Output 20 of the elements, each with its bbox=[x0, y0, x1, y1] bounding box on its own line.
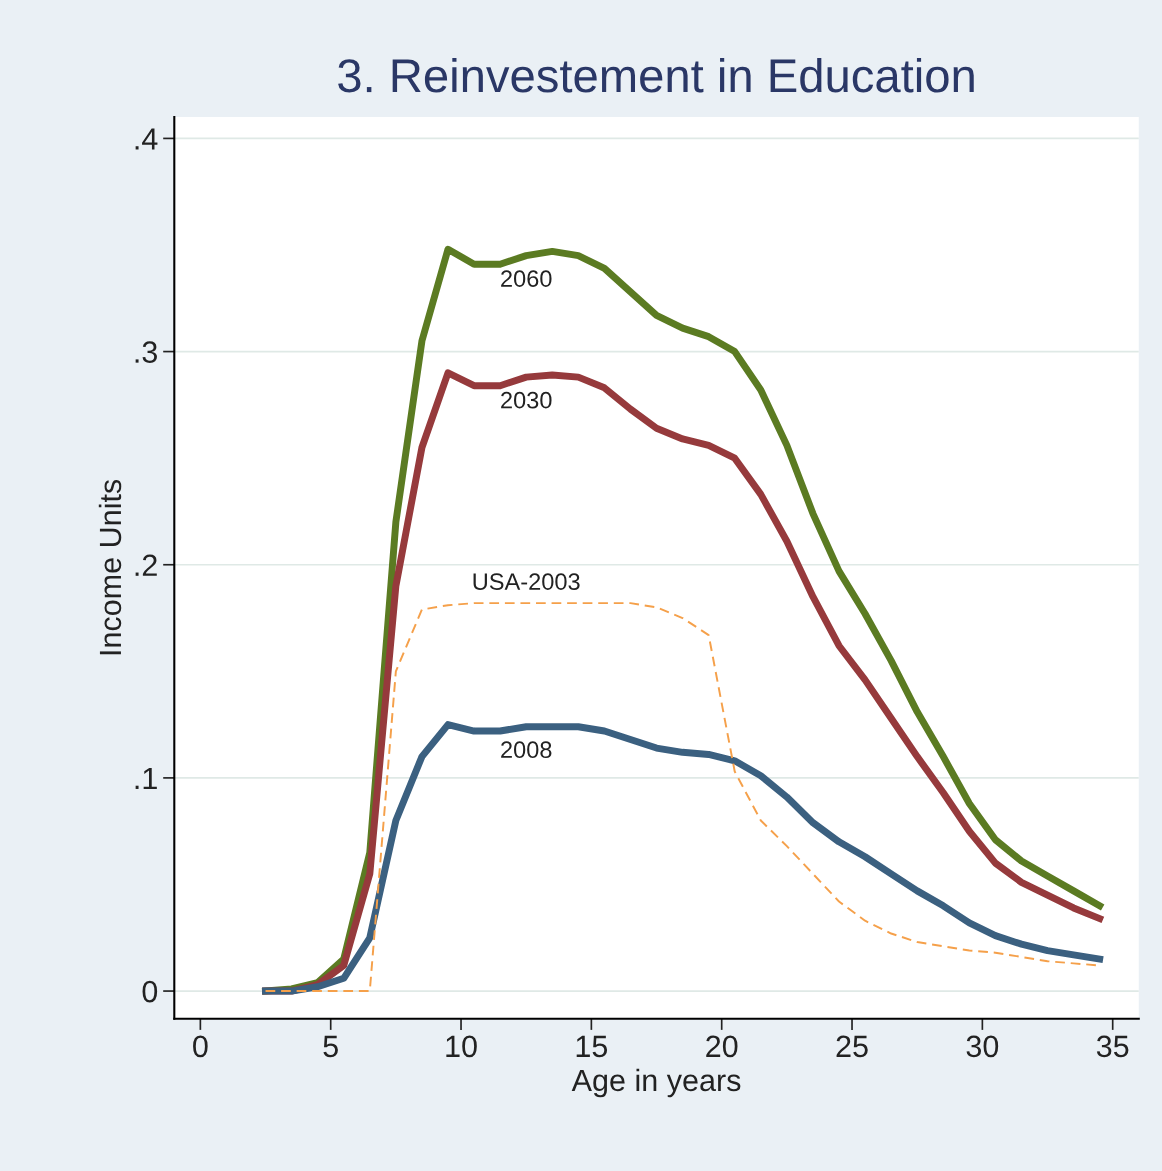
x-tick-label: 10 bbox=[446, 1035, 477, 1058]
x-tick-label: 35 bbox=[1096, 1035, 1129, 1058]
x-tick-label: 0 bbox=[193, 1035, 208, 1058]
x-tick-label: 25 bbox=[836, 1035, 868, 1058]
series-label: 2030 bbox=[501, 391, 552, 409]
y-tick-label: .1 bbox=[135, 767, 157, 789]
series-label: USA-2003 bbox=[473, 573, 580, 590]
x-tick-label: 15 bbox=[576, 1035, 608, 1058]
y-tick-label: .2 bbox=[135, 554, 157, 576]
chart-title: 3. Reinvestement in Education bbox=[338, 57, 974, 93]
series-label: 2008 bbox=[501, 741, 552, 759]
y-tick-label: 0 bbox=[142, 980, 158, 1003]
x-tick-label: 20 bbox=[706, 1035, 738, 1058]
series-label: 2060 bbox=[501, 270, 552, 287]
x-tick-label: 30 bbox=[966, 1035, 999, 1058]
x-axis-title: Age in years bbox=[571, 1068, 741, 1098]
y-axis-title: Income Units bbox=[98, 479, 122, 655]
x-tick-label: 5 bbox=[323, 1035, 338, 1058]
y-tick-label: .4 bbox=[135, 128, 158, 150]
y-tick-label: .3 bbox=[135, 341, 157, 363]
